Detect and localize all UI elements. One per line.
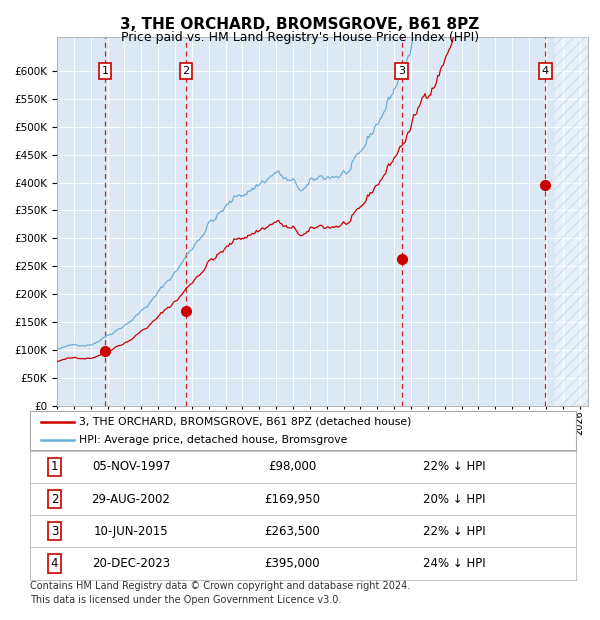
Text: 20% ↓ HPI: 20% ↓ HPI: [423, 493, 485, 505]
Text: 29-AUG-2002: 29-AUG-2002: [92, 493, 170, 505]
Text: £395,000: £395,000: [264, 557, 320, 570]
Text: 1: 1: [51, 461, 58, 473]
Text: 1: 1: [101, 66, 109, 76]
Text: 4: 4: [51, 557, 58, 570]
Text: HPI: Average price, detached house, Bromsgrove: HPI: Average price, detached house, Brom…: [79, 435, 347, 445]
Text: Price paid vs. HM Land Registry's House Price Index (HPI): Price paid vs. HM Land Registry's House …: [121, 31, 479, 44]
Text: 22% ↓ HPI: 22% ↓ HPI: [423, 461, 486, 473]
Text: £98,000: £98,000: [268, 461, 316, 473]
Text: £263,500: £263,500: [264, 525, 320, 538]
Text: 10-JUN-2015: 10-JUN-2015: [94, 525, 169, 538]
Text: Contains HM Land Registry data © Crown copyright and database right 2024.: Contains HM Land Registry data © Crown c…: [30, 581, 410, 591]
Text: 3, THE ORCHARD, BROMSGROVE, B61 8PZ: 3, THE ORCHARD, BROMSGROVE, B61 8PZ: [121, 17, 479, 32]
Text: 3, THE ORCHARD, BROMSGROVE, B61 8PZ (detached house): 3, THE ORCHARD, BROMSGROVE, B61 8PZ (det…: [79, 417, 412, 427]
Text: 05-NOV-1997: 05-NOV-1997: [92, 461, 170, 473]
Text: 24% ↓ HPI: 24% ↓ HPI: [423, 557, 486, 570]
Text: 2: 2: [182, 66, 190, 76]
Text: 22% ↓ HPI: 22% ↓ HPI: [423, 525, 486, 538]
Text: 4: 4: [542, 66, 549, 76]
Text: 3: 3: [51, 525, 58, 538]
Text: 2: 2: [51, 493, 58, 505]
Text: 3: 3: [398, 66, 405, 76]
Text: 20-DEC-2023: 20-DEC-2023: [92, 557, 170, 570]
Text: This data is licensed under the Open Government Licence v3.0.: This data is licensed under the Open Gov…: [30, 595, 341, 604]
Text: £169,950: £169,950: [264, 493, 320, 505]
